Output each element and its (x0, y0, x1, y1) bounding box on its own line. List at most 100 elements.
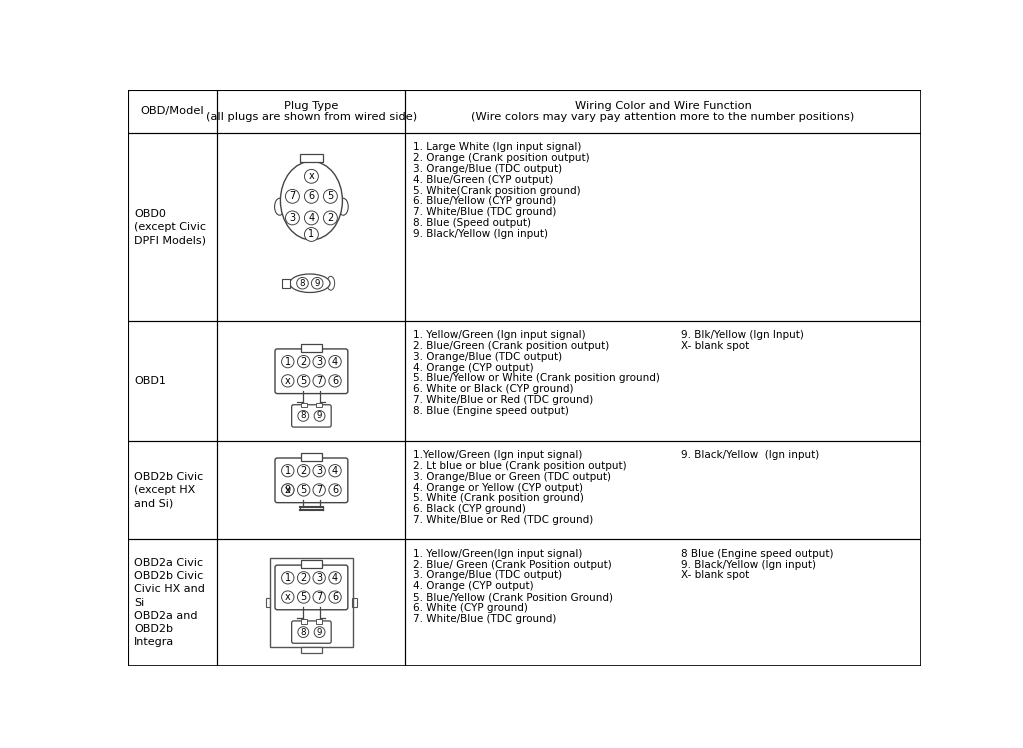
Circle shape (313, 571, 325, 584)
Text: 8: 8 (301, 628, 306, 637)
Text: 5: 5 (301, 592, 307, 602)
Text: 4. Orange or Yellow (CYP output): 4. Orange or Yellow (CYP output) (413, 482, 583, 493)
Circle shape (281, 465, 294, 477)
Text: 9: 9 (317, 628, 322, 637)
Circle shape (281, 591, 294, 603)
Text: 9: 9 (314, 279, 320, 288)
Circle shape (328, 375, 342, 387)
Circle shape (298, 375, 310, 387)
Text: 9. Black/Yellow (Ign input): 9. Black/Yellow (Ign input) (413, 229, 548, 239)
Bar (128, 90, 218, 133)
Text: 8. Blue (Engine speed output): 8. Blue (Engine speed output) (413, 406, 569, 416)
Text: OBD/Model: OBD/Model (141, 106, 205, 117)
Text: 2: 2 (327, 213, 333, 223)
Text: X- blank spot: X- blank spot (681, 571, 749, 580)
FancyBboxPatch shape (292, 621, 331, 643)
Bar (128, 133, 218, 321)
Circle shape (305, 227, 318, 242)
Circle shape (281, 571, 294, 584)
Circle shape (328, 484, 342, 496)
Text: 5. Blue/Yellow (Crank Position Ground): 5. Blue/Yellow (Crank Position Ground) (413, 592, 613, 602)
Bar (301, 453, 322, 461)
Circle shape (305, 211, 318, 225)
Text: x: x (309, 171, 314, 181)
Text: 7. White/Blue or Red (TDC ground): 7. White/Blue or Red (TDC ground) (413, 395, 593, 405)
Bar (300, 153, 323, 162)
FancyBboxPatch shape (275, 458, 348, 503)
Circle shape (285, 189, 300, 203)
Bar (301, 560, 322, 568)
Text: 5. White(Crank position ground): 5. White(Crank position ground) (413, 186, 581, 195)
Text: 7: 7 (316, 376, 322, 386)
Text: 2. Orange (Crank position output): 2. Orange (Crank position output) (413, 153, 589, 163)
Bar (301, 619, 307, 624)
Circle shape (313, 465, 325, 477)
Bar (405, 90, 921, 133)
Text: 9: 9 (317, 411, 322, 420)
Text: 2: 2 (301, 466, 307, 476)
Text: 6: 6 (332, 592, 339, 602)
Text: 3: 3 (316, 357, 322, 367)
Text: 3. Orange/Blue (TDC output): 3. Orange/Blue (TDC output) (413, 571, 563, 580)
Bar (218, 539, 405, 666)
Text: OBD1: OBD1 (134, 375, 166, 386)
Bar (405, 539, 921, 666)
Circle shape (313, 591, 325, 603)
Text: 7. White/Blue or Red (TDC ground): 7. White/Blue or Red (TDC ground) (413, 515, 593, 525)
Text: X- blank spot: X- blank spot (681, 341, 749, 351)
Text: 1: 1 (284, 466, 291, 476)
Circle shape (311, 278, 323, 289)
Bar (405, 441, 921, 539)
Text: 2: 2 (301, 573, 307, 583)
Text: 5: 5 (327, 191, 333, 201)
Text: 8 Blue (Engine speed output): 8 Blue (Engine speed output) (681, 549, 834, 559)
Circle shape (314, 411, 325, 421)
Text: 4. Orange (CYP output): 4. Orange (CYP output) (413, 581, 534, 591)
Text: x: x (284, 376, 291, 386)
Circle shape (281, 484, 294, 496)
Bar (316, 619, 322, 624)
Circle shape (328, 355, 342, 368)
Bar (301, 648, 322, 653)
Bar (316, 403, 322, 408)
Text: 4: 4 (332, 466, 339, 476)
Text: 4: 4 (332, 357, 339, 367)
Circle shape (298, 627, 309, 637)
Ellipse shape (327, 276, 335, 290)
Text: 1: 1 (284, 357, 291, 367)
Ellipse shape (274, 198, 284, 215)
Bar (128, 321, 218, 441)
Circle shape (281, 484, 294, 496)
Circle shape (281, 375, 294, 387)
Text: 4: 4 (308, 213, 314, 223)
Text: OBD2a Civic
OBD2b Civic
Civic HX and
Si
OBD2a and
OBD2b
Integra: OBD2a Civic OBD2b Civic Civic HX and Si … (134, 558, 205, 647)
Ellipse shape (290, 274, 330, 292)
Circle shape (298, 591, 310, 603)
Text: 4. Orange (CYP output): 4. Orange (CYP output) (413, 363, 534, 373)
FancyBboxPatch shape (275, 349, 348, 393)
Text: 6. Black (CYP ground): 6. Black (CYP ground) (413, 504, 526, 515)
Text: 2. Blue/ Green (Crank Position output): 2. Blue/ Green (Crank Position output) (413, 560, 612, 569)
Text: 1.Yellow/Green (Ign input signal): 1.Yellow/Green (Ign input signal) (413, 450, 582, 460)
Text: 3: 3 (316, 573, 322, 583)
Text: x: x (284, 592, 291, 602)
Text: 6: 6 (332, 485, 339, 495)
Bar (128, 441, 218, 539)
Text: 4: 4 (332, 573, 339, 583)
Circle shape (313, 355, 325, 368)
Bar (353, 598, 357, 607)
Bar (282, 278, 291, 288)
Text: 1: 1 (308, 230, 314, 239)
Text: 3. Orange/Blue or Green (TDC output): 3. Orange/Blue or Green (TDC output) (413, 472, 611, 482)
Bar (405, 321, 921, 441)
Circle shape (314, 627, 325, 637)
Bar (266, 598, 270, 607)
Circle shape (297, 278, 308, 289)
Text: 1. Large White (Ign input signal): 1. Large White (Ign input signal) (413, 142, 581, 152)
Circle shape (298, 411, 309, 421)
Text: 3. Orange/Blue (TDC output): 3. Orange/Blue (TDC output) (413, 164, 563, 174)
Bar (270, 558, 353, 648)
Bar (218, 90, 405, 133)
Text: x: x (284, 485, 291, 495)
Text: 7. White/Blue (TDC ground): 7. White/Blue (TDC ground) (413, 613, 557, 624)
